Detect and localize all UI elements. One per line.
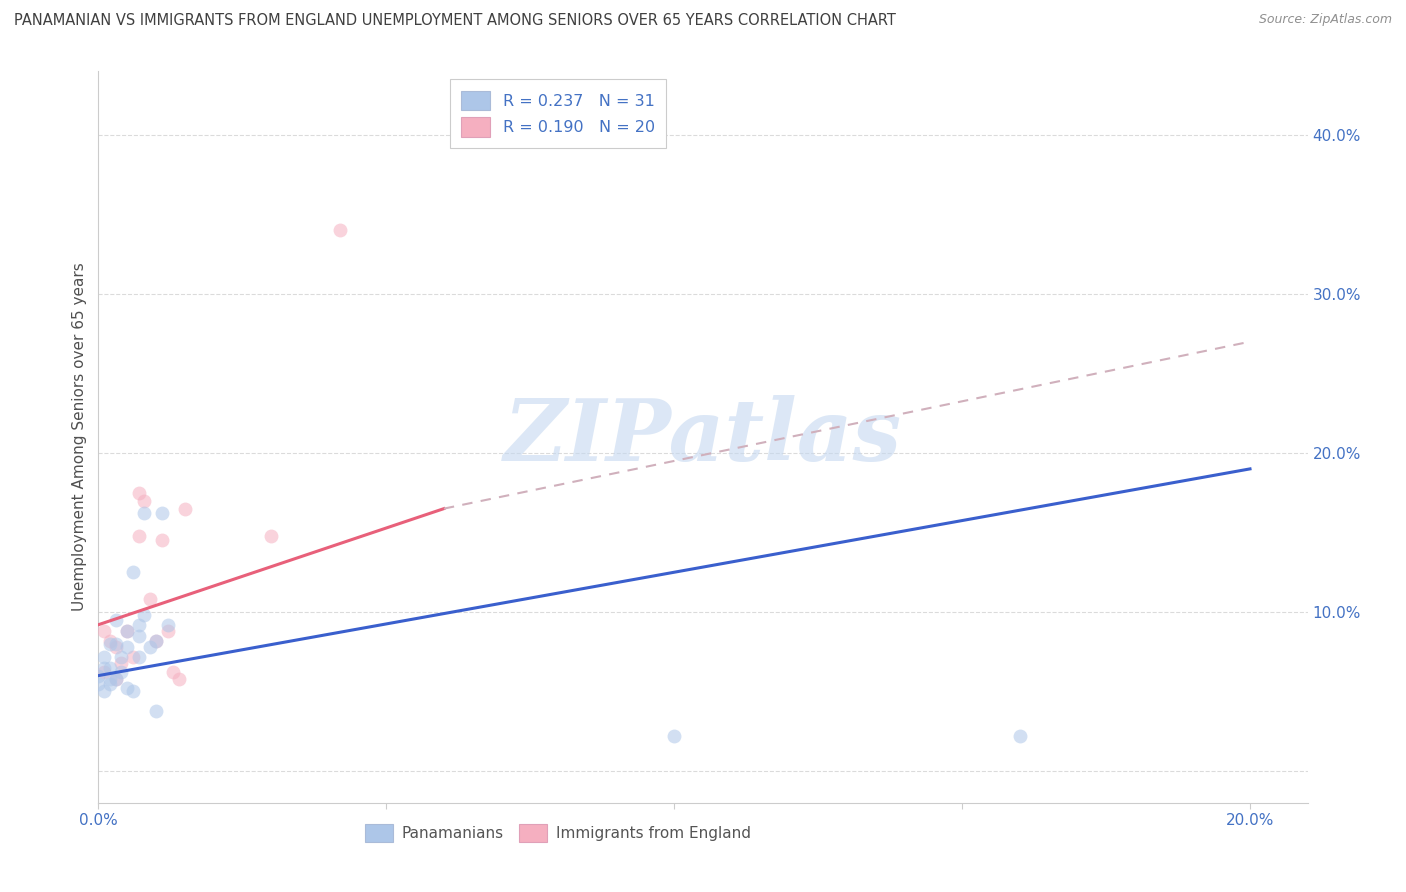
Text: ZIPatlas: ZIPatlas — [503, 395, 903, 479]
Point — [98, 672, 121, 686]
Point — [134, 608, 156, 623]
Point — [93, 624, 115, 638]
Point — [93, 684, 115, 698]
Point — [98, 637, 121, 651]
Point — [122, 566, 145, 580]
Point — [98, 676, 121, 690]
Point — [115, 624, 138, 638]
Point — [150, 533, 173, 548]
Point — [134, 507, 156, 521]
Point — [167, 672, 190, 686]
Point — [664, 729, 686, 743]
Point — [110, 649, 132, 664]
Point — [110, 665, 132, 680]
Point — [110, 656, 132, 670]
Point — [1008, 729, 1031, 743]
Point — [93, 649, 115, 664]
Point — [134, 493, 156, 508]
Point — [329, 223, 352, 237]
Point — [173, 501, 195, 516]
Point — [145, 704, 167, 718]
Point — [104, 613, 127, 627]
Point — [156, 624, 179, 638]
Point — [122, 684, 145, 698]
Point — [128, 485, 150, 500]
Point — [128, 617, 150, 632]
Point — [122, 649, 145, 664]
Point — [128, 629, 150, 643]
Point — [87, 676, 110, 690]
Point — [145, 633, 167, 648]
Legend: Panamanians, Immigrants from England: Panamanians, Immigrants from England — [357, 816, 758, 850]
Point — [139, 592, 162, 607]
Text: Source: ZipAtlas.com: Source: ZipAtlas.com — [1258, 13, 1392, 27]
Point — [93, 660, 115, 674]
Point — [98, 633, 121, 648]
Point — [145, 633, 167, 648]
Point — [260, 529, 283, 543]
Point — [93, 665, 115, 680]
Point — [115, 624, 138, 638]
Point — [139, 640, 162, 654]
Point — [115, 681, 138, 696]
Point — [162, 665, 184, 680]
Point — [104, 637, 127, 651]
Point — [104, 640, 127, 654]
Y-axis label: Unemployment Among Seniors over 65 years: Unemployment Among Seniors over 65 years — [72, 263, 87, 611]
Point — [128, 649, 150, 664]
Point — [104, 672, 127, 686]
Point — [87, 668, 110, 682]
Point — [104, 672, 127, 686]
Point — [128, 529, 150, 543]
Point — [115, 640, 138, 654]
Point — [156, 617, 179, 632]
Text: PANAMANIAN VS IMMIGRANTS FROM ENGLAND UNEMPLOYMENT AMONG SENIORS OVER 65 YEARS C: PANAMANIAN VS IMMIGRANTS FROM ENGLAND UN… — [14, 13, 896, 29]
Point — [150, 507, 173, 521]
Point — [98, 660, 121, 674]
